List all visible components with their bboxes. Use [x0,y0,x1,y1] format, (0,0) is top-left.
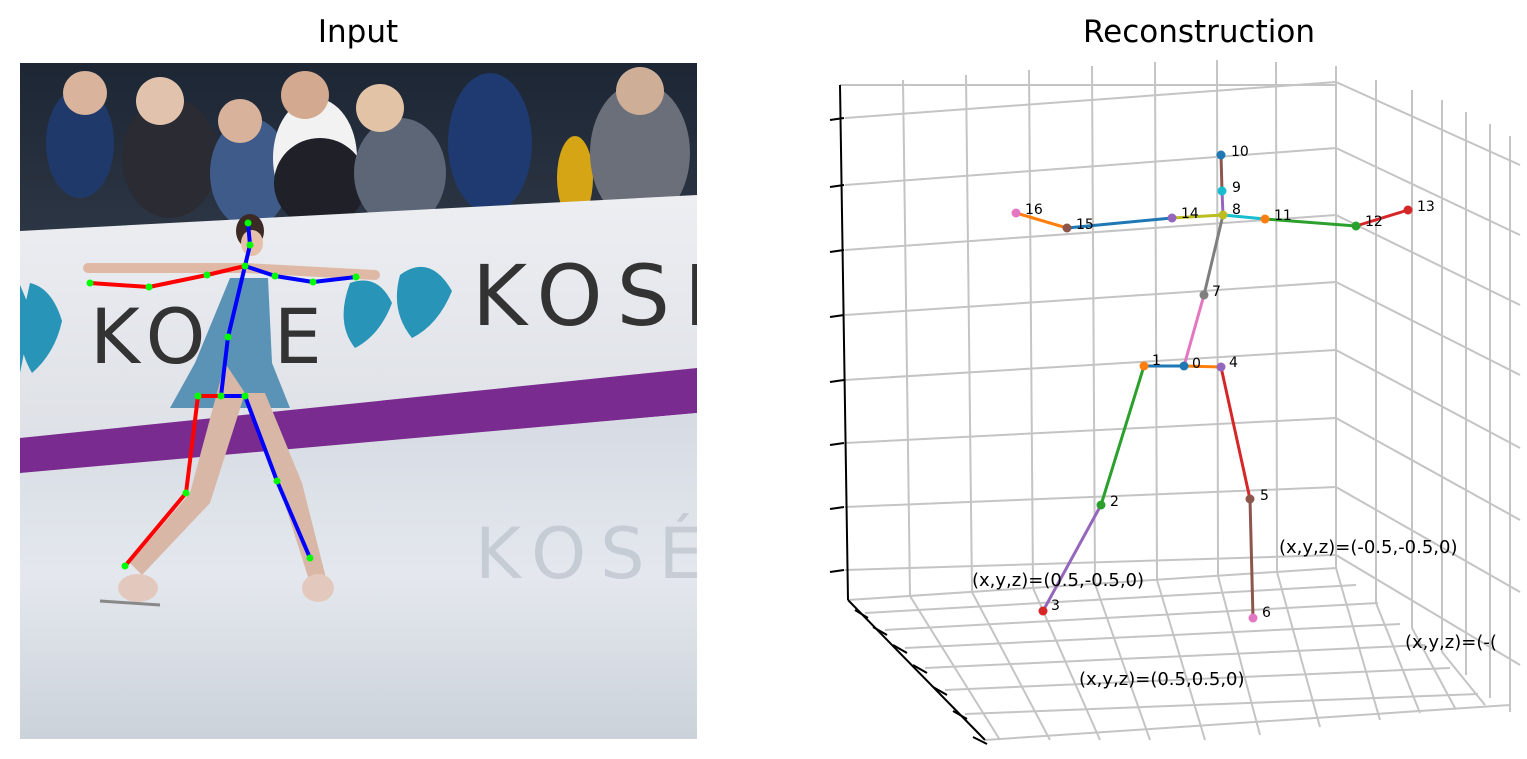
joint-label-6: 6 [1262,605,1271,621]
joint-16 [1011,208,1021,218]
joint-12 [1351,221,1361,231]
grid-back-wall [840,60,1337,597]
joint-11 [1260,214,1270,224]
joint-4 [1216,362,1226,372]
joint-label-1: 1 [1152,353,1161,369]
joint-label-10: 10 [1231,144,1249,160]
grid-floor [847,567,1511,741]
skeleton-3d-joints [1011,150,1413,623]
grid-right-wall [1335,66,1521,712]
joint-label-2: 2 [1110,494,1119,510]
joint-label-14: 14 [1181,206,1199,222]
banner-logos [20,266,452,373]
input-title: Input [317,14,399,50]
joint-label-7: 7 [1212,284,1221,300]
joint-9 [1217,186,1227,196]
joint-7 [1199,290,1209,300]
joint-label-5: 5 [1260,488,1269,504]
joint-labels: 0 1 2 3 4 5 6 7 8 9 10 11 12 13 14 15 16 [1025,144,1435,621]
joint-13 [1403,205,1413,215]
joint-0 [1179,361,1189,371]
purple-stripe [20,368,697,475]
joint-1 [1139,361,1149,371]
corner-labels: (x,y,z)=(0.5,-0.5,0) (x,y,z)=(-0.5,-0.5,… [972,537,1497,690]
reconstruction-title: Reconstruction [1082,14,1315,50]
corner-label-back-right: (x,y,z)=(-0.5,-0.5,0) [1279,537,1458,558]
joint-14 [1167,213,1177,223]
banner-text: KOSÉ [472,247,697,345]
joint-10 [1216,150,1226,160]
joint-label-12: 12 [1365,214,1383,230]
skeleton-3d-bones [1014,153,1410,620]
joint-5 [1245,494,1255,504]
joint-label-0: 0 [1192,356,1201,372]
reconstruction-plot: 0 1 2 3 4 5 6 7 8 9 10 11 12 13 14 15 16… [829,60,1521,745]
ice-reflection-text: KOSÉ [475,513,697,595]
joint-label-4: 4 [1229,355,1238,371]
joint-2 [1096,500,1106,510]
joint-3 [1038,606,1048,616]
joint-6 [1248,613,1258,623]
input-photo: KOSÉ KOSE KOSÉ [20,63,697,739]
joint-label-16: 16 [1025,202,1043,218]
keypoints-2d [86,219,360,570]
joint-label-15: 15 [1076,217,1094,233]
skeleton-2d [86,219,360,570]
axes [829,84,988,745]
spectators [46,67,690,228]
joint-15 [1062,223,1072,233]
joint-8 [1218,210,1228,220]
corner-label-front-center: (x,y,z)=(0.5,0.5,0) [1079,669,1245,690]
joint-label-11: 11 [1274,208,1292,224]
joint-label-13: 13 [1417,199,1435,215]
corner-label-right-cut: (x,y,z)=(-( [1405,632,1497,653]
joint-label-9: 9 [1232,180,1241,196]
corner-label-front-left: (x,y,z)=(0.5,-0.5,0) [972,570,1144,591]
skater [83,214,380,607]
joint-label-8: 8 [1232,202,1241,218]
joint-label-3: 3 [1051,598,1060,614]
